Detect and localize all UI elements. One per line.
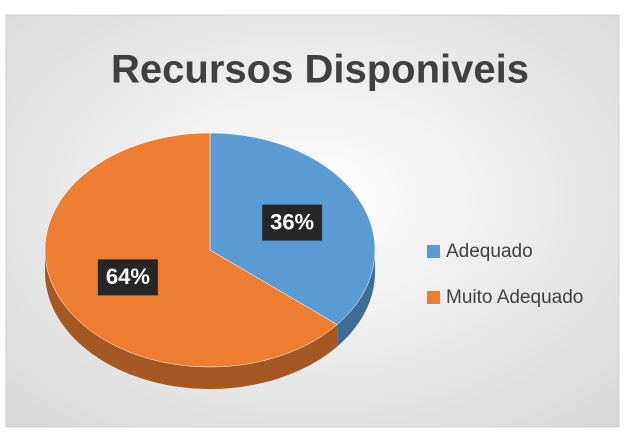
data-label-box <box>262 204 323 241</box>
slice <box>44 132 338 368</box>
chart-title: Recursos Disponiveis <box>111 48 529 92</box>
slice-side <box>337 250 375 347</box>
data-label: 64% <box>106 264 150 289</box>
legend-label: Adequado <box>446 241 533 262</box>
data-label-box <box>97 259 158 296</box>
data-label: 36% <box>270 209 314 234</box>
legend-label: Muito Adequado <box>446 287 583 308</box>
legend-swatch <box>427 245 440 258</box>
legend-swatch <box>427 291 440 304</box>
slice-side <box>45 250 338 389</box>
